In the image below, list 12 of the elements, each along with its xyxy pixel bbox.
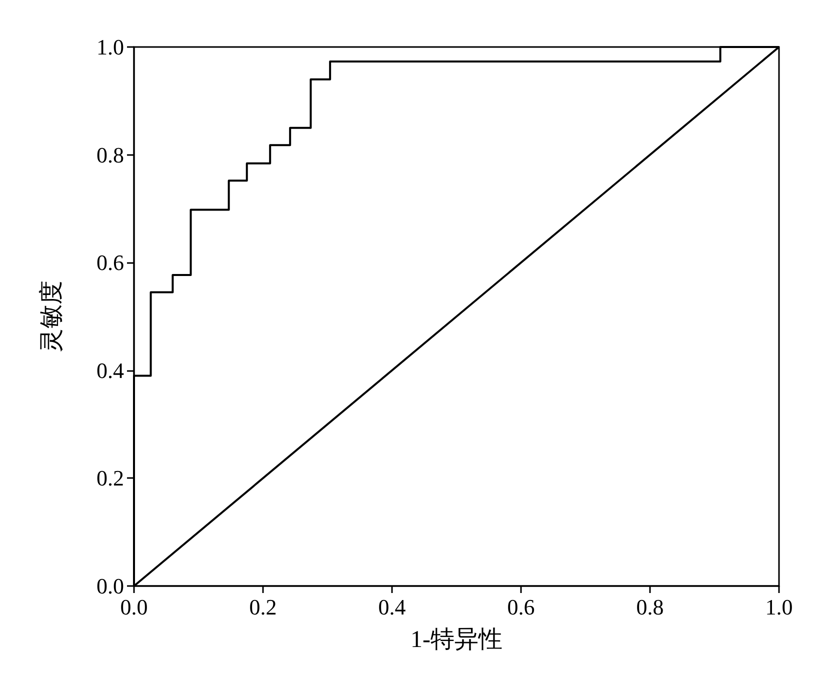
x-tick-label: 0.2 (249, 594, 277, 620)
x-tick-label: 0.4 (378, 594, 406, 620)
y-tick-label: 0.2 (96, 466, 124, 491)
x-tick-label: 0.8 (636, 594, 664, 620)
x-tick-label: 1.0 (765, 594, 793, 620)
y-axis-title: 灵敏度 (38, 280, 65, 352)
y-tick-label: 0.8 (96, 142, 124, 168)
y-tick-label: 0.6 (96, 250, 124, 276)
y-tick-label: 1.0 (96, 34, 124, 60)
x-axis-title: 1-特异性 (410, 627, 502, 653)
x-tick-label: 0.6 (507, 594, 535, 620)
y-tick-label: 0.4 (96, 358, 124, 383)
